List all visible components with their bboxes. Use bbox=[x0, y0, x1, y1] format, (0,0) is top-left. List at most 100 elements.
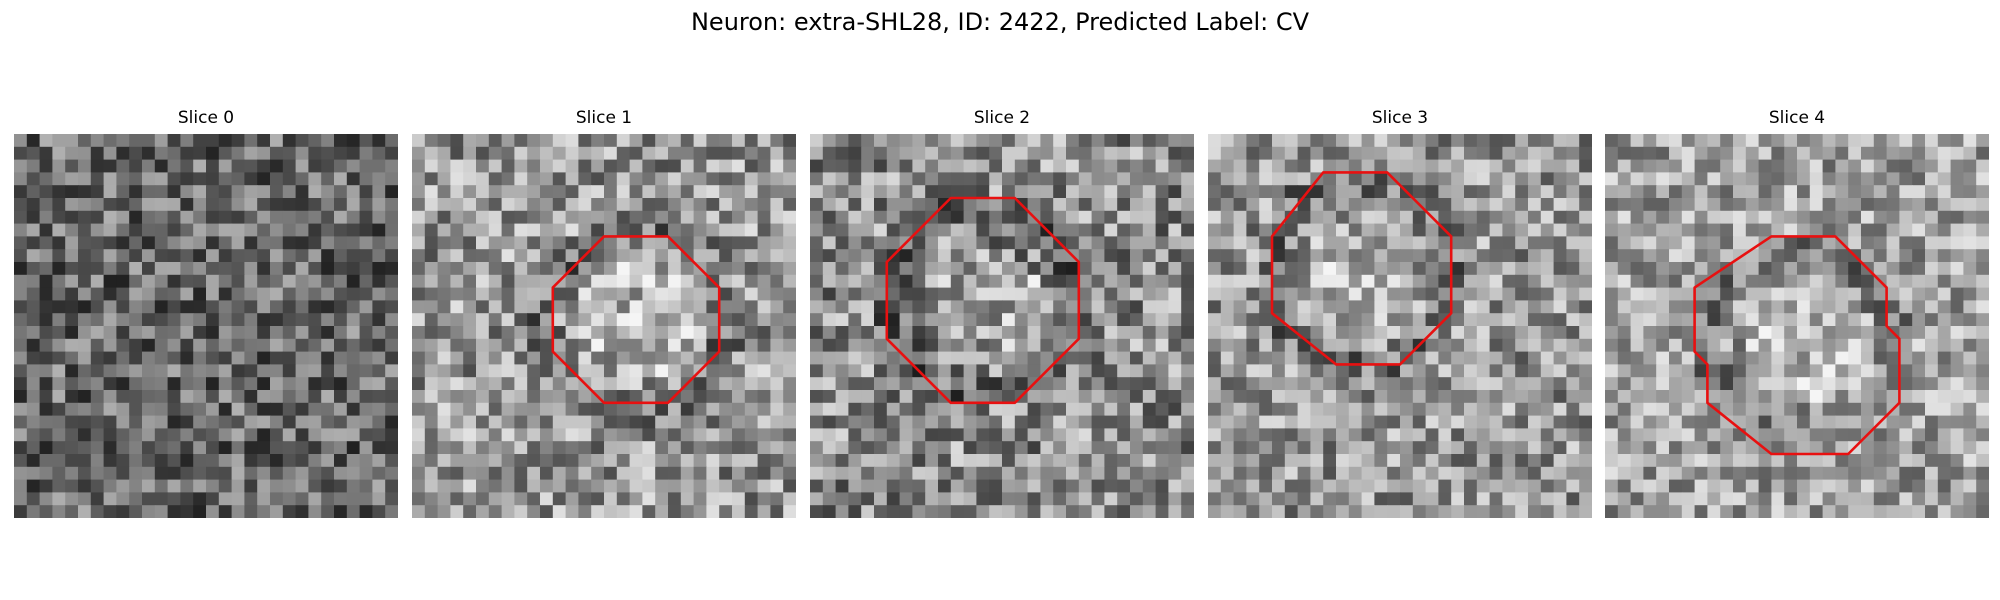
pixel bbox=[1361, 159, 1375, 173]
pixel bbox=[1297, 223, 1311, 237]
pixel bbox=[552, 479, 567, 493]
pixel bbox=[1848, 364, 1862, 378]
pixel bbox=[1040, 505, 1054, 518]
pixel bbox=[154, 479, 169, 493]
pixel bbox=[244, 210, 258, 225]
pixel bbox=[706, 249, 720, 263]
pixel bbox=[1053, 466, 1067, 481]
pixel bbox=[450, 134, 464, 148]
pixel bbox=[783, 377, 796, 391]
pixel bbox=[899, 223, 913, 237]
pixel bbox=[142, 466, 156, 481]
pixel bbox=[1925, 415, 1939, 429]
pixel bbox=[154, 287, 169, 301]
pixel bbox=[52, 134, 66, 148]
pixel bbox=[1348, 377, 1363, 391]
pixel bbox=[1656, 415, 1670, 429]
pixel bbox=[1297, 505, 1311, 518]
pixel bbox=[180, 454, 194, 468]
pixel bbox=[346, 454, 361, 468]
pixel bbox=[757, 287, 771, 301]
pixel bbox=[1002, 313, 1016, 327]
pixel bbox=[527, 454, 541, 468]
pixel bbox=[976, 441, 990, 455]
pixel bbox=[52, 300, 66, 314]
pixel bbox=[218, 287, 233, 301]
pixel bbox=[938, 236, 952, 250]
pixel bbox=[1297, 454, 1311, 468]
pixel bbox=[1861, 466, 1875, 481]
pixel bbox=[1451, 274, 1465, 289]
pixel bbox=[565, 415, 579, 429]
pixel bbox=[1489, 351, 1503, 365]
pixel bbox=[604, 134, 618, 148]
pixel bbox=[476, 351, 490, 365]
pixel bbox=[1464, 415, 1478, 429]
pixel bbox=[65, 313, 79, 327]
pixel bbox=[1220, 274, 1235, 289]
pixel bbox=[668, 287, 682, 301]
pixel bbox=[1002, 454, 1016, 468]
pixel bbox=[1027, 390, 1041, 404]
pixel bbox=[989, 185, 1003, 199]
pixel bbox=[1528, 249, 1542, 263]
pixel bbox=[1643, 146, 1657, 161]
pixel bbox=[450, 377, 464, 391]
pixel bbox=[1784, 172, 1798, 186]
pixel bbox=[1886, 134, 1900, 148]
pixel bbox=[1707, 466, 1721, 481]
pixel bbox=[1451, 185, 1465, 199]
pixel bbox=[1617, 364, 1632, 378]
pixel bbox=[1040, 377, 1054, 391]
pixel bbox=[655, 492, 669, 506]
pixel bbox=[1797, 415, 1811, 429]
pixel bbox=[950, 492, 965, 506]
pixel bbox=[1323, 198, 1337, 212]
pixel bbox=[1091, 441, 1105, 455]
pixel bbox=[52, 364, 66, 378]
pixel bbox=[1912, 262, 1926, 276]
pixel bbox=[1758, 300, 1772, 314]
pixel bbox=[810, 159, 824, 173]
pixel bbox=[359, 262, 373, 276]
pixel bbox=[1605, 185, 1619, 199]
pixel bbox=[1142, 390, 1157, 404]
pixel bbox=[989, 262, 1003, 276]
pixel bbox=[1078, 428, 1093, 442]
pixel bbox=[180, 479, 194, 493]
pixel bbox=[1822, 287, 1836, 301]
pixel bbox=[231, 338, 245, 353]
pixel bbox=[629, 198, 643, 212]
pixel bbox=[463, 185, 477, 199]
pixel bbox=[359, 274, 373, 289]
pixel bbox=[231, 146, 245, 161]
pixel bbox=[1246, 454, 1260, 468]
pixel bbox=[321, 479, 335, 493]
pixel bbox=[321, 466, 335, 481]
pixel bbox=[1950, 210, 1964, 225]
pixel bbox=[1374, 249, 1388, 263]
pixel bbox=[540, 441, 554, 455]
pixel bbox=[565, 454, 579, 468]
pixel bbox=[412, 415, 426, 429]
pixel bbox=[578, 159, 592, 173]
pixel bbox=[1566, 198, 1580, 212]
pixel bbox=[693, 146, 707, 161]
pixel bbox=[527, 172, 541, 186]
pixel bbox=[757, 185, 771, 199]
pixel bbox=[167, 377, 181, 391]
pixel bbox=[925, 262, 939, 276]
pixel bbox=[527, 466, 541, 481]
pixel bbox=[1208, 390, 1222, 404]
pixel bbox=[501, 428, 515, 442]
pixel bbox=[1669, 300, 1683, 314]
pixel bbox=[1400, 390, 1414, 404]
pixel bbox=[1027, 236, 1041, 250]
pixel bbox=[26, 415, 41, 429]
pixel bbox=[1771, 172, 1785, 186]
pixel bbox=[1476, 146, 1491, 161]
pixel bbox=[591, 198, 605, 212]
pixel bbox=[1014, 262, 1029, 276]
pixel bbox=[206, 454, 220, 468]
pixel bbox=[578, 262, 592, 276]
